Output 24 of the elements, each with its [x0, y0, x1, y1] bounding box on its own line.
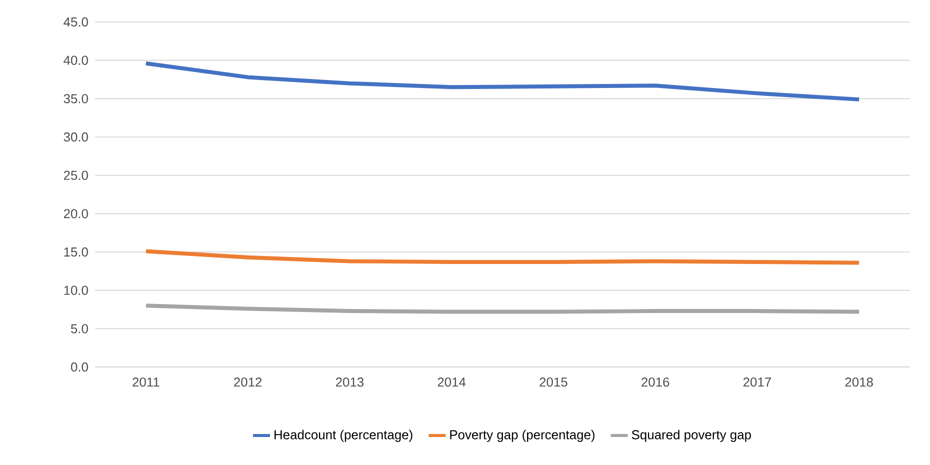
legend-label: Poverty gap (percentage) — [450, 430, 594, 442]
line-series — [144, 304, 862, 314]
x-tick-label: 2015 — [540, 378, 568, 387]
y-tick-label: 40.0 — [64, 56, 88, 65]
y-tick-label: 20.0 — [64, 209, 88, 218]
x-tick-label: 2018 — [845, 378, 873, 387]
x-tick-label: 2016 — [642, 378, 670, 387]
legend-label: Squared poverty gap — [632, 430, 751, 442]
y-tick-label: 25.0 — [64, 170, 88, 180]
x-tick-label: 2012 — [234, 378, 262, 387]
y-tick-label: 15.0 — [64, 247, 88, 257]
y-tick-label: 35.0 — [64, 94, 88, 104]
y-tick-label: 5.0 — [70, 324, 88, 334]
y-tick-label: 10.0 — [64, 286, 88, 295]
line-series — [144, 249, 862, 265]
line-series — [144, 61, 862, 102]
y-tick-label: 30.0 — [64, 132, 88, 142]
x-tick-label: 2014 — [438, 378, 466, 387]
x-tick-label: 2017 — [743, 378, 771, 387]
legend-label: Headcount (percentage) — [274, 430, 412, 442]
x-tick-label: 2013 — [336, 378, 364, 387]
x-tick-label: 2011 — [132, 378, 160, 387]
y-tick-label: 0.0 — [70, 362, 88, 372]
y-tick-label: 45.0 — [64, 17, 88, 27]
